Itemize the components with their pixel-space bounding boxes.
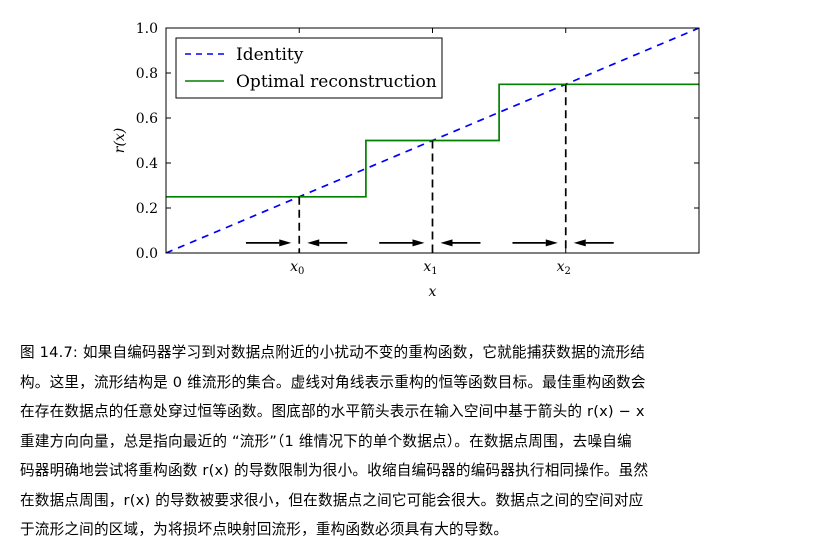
y-tick-label: 0.0 bbox=[136, 246, 158, 262]
legend-identity-label: Identity bbox=[236, 45, 304, 65]
caption-line: 图 14.7: 如果自编码器学习到对数据点附近的小扰动不变的重构函数，它就能捕获… bbox=[20, 338, 810, 368]
y-tick-label: 0.4 bbox=[136, 156, 158, 172]
caption-line: 构。这里，流形结构是 0 维流形的集合。虚线对角线表示重构的恒等函数目标。最佳重… bbox=[20, 368, 810, 398]
y-tick-label: 0.2 bbox=[136, 201, 158, 217]
y-tick-label: 0.6 bbox=[136, 111, 158, 127]
caption-line: 于流形之间的区域，为将损坏点映射回流形，重构函数必须具有大的导数。 bbox=[20, 515, 810, 545]
y-axis-label: r(x) bbox=[112, 128, 128, 154]
caption-line: 码器明确地尝试将重构函数 r(x) 的导数限制为很小。收缩自编码器的编码器执行相… bbox=[20, 456, 810, 486]
legend: Identity Optimal reconstruction bbox=[176, 38, 442, 98]
figure-caption: 图 14.7: 如果自编码器学习到对数据点附近的小扰动不变的重构函数，它就能捕获… bbox=[20, 338, 810, 545]
caption-line: 在数据点周围，r(x) 的导数被要求很小，但在数据点之间它可能会很大。数据点之间… bbox=[20, 486, 810, 516]
caption-line: 重建方向向量，总是指向最近的 “流形”（1 维情况下的单个数据点）。在数据点周围… bbox=[20, 427, 810, 457]
x-tick-label: x1 bbox=[423, 259, 437, 277]
y-tick-label: 1.0 bbox=[136, 21, 158, 37]
legend-reconstruction-label: Optimal reconstruction bbox=[236, 72, 437, 92]
x-tick-label: x2 bbox=[557, 259, 571, 277]
x-tick-label: x0 bbox=[290, 259, 304, 277]
chart: 0.0 0.2 0.4 0.6 0.8 1.0 x0 x1 x2 x r(x) Identity… bbox=[0, 0, 828, 330]
x-axis-label: x bbox=[429, 284, 437, 300]
y-tick-label: 0.8 bbox=[136, 66, 158, 82]
caption-line: 在存在数据点的任意处穿过恒等函数。图底部的水平箭头表示在输入空间中基于箭头的 r… bbox=[20, 397, 810, 427]
